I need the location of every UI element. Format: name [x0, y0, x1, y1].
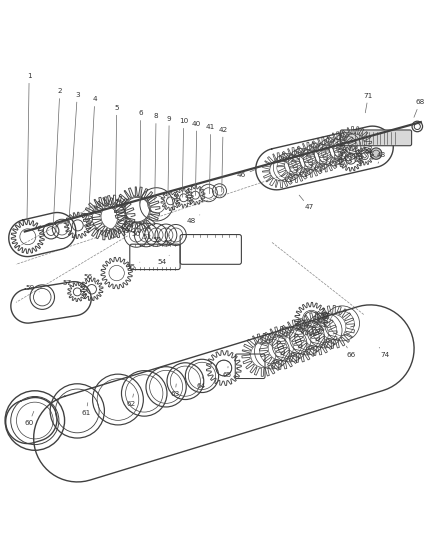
Text: 66: 66: [346, 346, 355, 358]
Text: 53: 53: [163, 235, 172, 246]
Text: 60: 60: [25, 411, 34, 426]
Text: 49: 49: [120, 228, 136, 235]
Text: 41: 41: [206, 124, 215, 193]
Text: 4: 4: [88, 96, 97, 222]
Text: 63: 63: [170, 384, 179, 397]
Text: 51: 51: [142, 234, 152, 240]
Text: 42: 42: [218, 127, 227, 192]
Text: 1: 1: [27, 73, 32, 220]
Text: 52: 52: [152, 237, 162, 243]
Text: 59: 59: [26, 285, 39, 292]
Text: 65: 65: [222, 366, 231, 378]
Text: 45: 45: [335, 146, 344, 158]
Text: 3: 3: [69, 92, 79, 225]
Text: 48: 48: [186, 215, 199, 223]
Text: 71: 71: [363, 93, 372, 113]
Text: 54: 54: [157, 255, 169, 265]
Text: 46: 46: [236, 169, 256, 179]
Text: 47: 47: [298, 195, 313, 211]
Text: 50: 50: [131, 231, 144, 237]
Text: 40: 40: [192, 121, 201, 196]
Text: 56: 56: [83, 274, 96, 284]
Text: 6: 6: [138, 110, 143, 203]
Text: 44: 44: [363, 149, 372, 160]
Text: 67: 67: [319, 312, 329, 324]
Text: 5: 5: [114, 105, 119, 212]
Text: 43: 43: [376, 152, 385, 163]
Text: 68: 68: [413, 99, 424, 117]
Text: 57: 57: [63, 280, 72, 286]
Text: 62: 62: [126, 394, 135, 407]
Text: 9: 9: [166, 116, 171, 199]
Text: 55: 55: [126, 262, 140, 270]
FancyBboxPatch shape: [339, 130, 411, 146]
Text: 74: 74: [378, 348, 389, 358]
Text: 10: 10: [179, 118, 188, 197]
Text: 8: 8: [153, 114, 158, 200]
Text: 64: 64: [196, 376, 205, 389]
Text: 61: 61: [81, 403, 91, 416]
Text: 2: 2: [53, 88, 62, 225]
Circle shape: [370, 148, 381, 159]
